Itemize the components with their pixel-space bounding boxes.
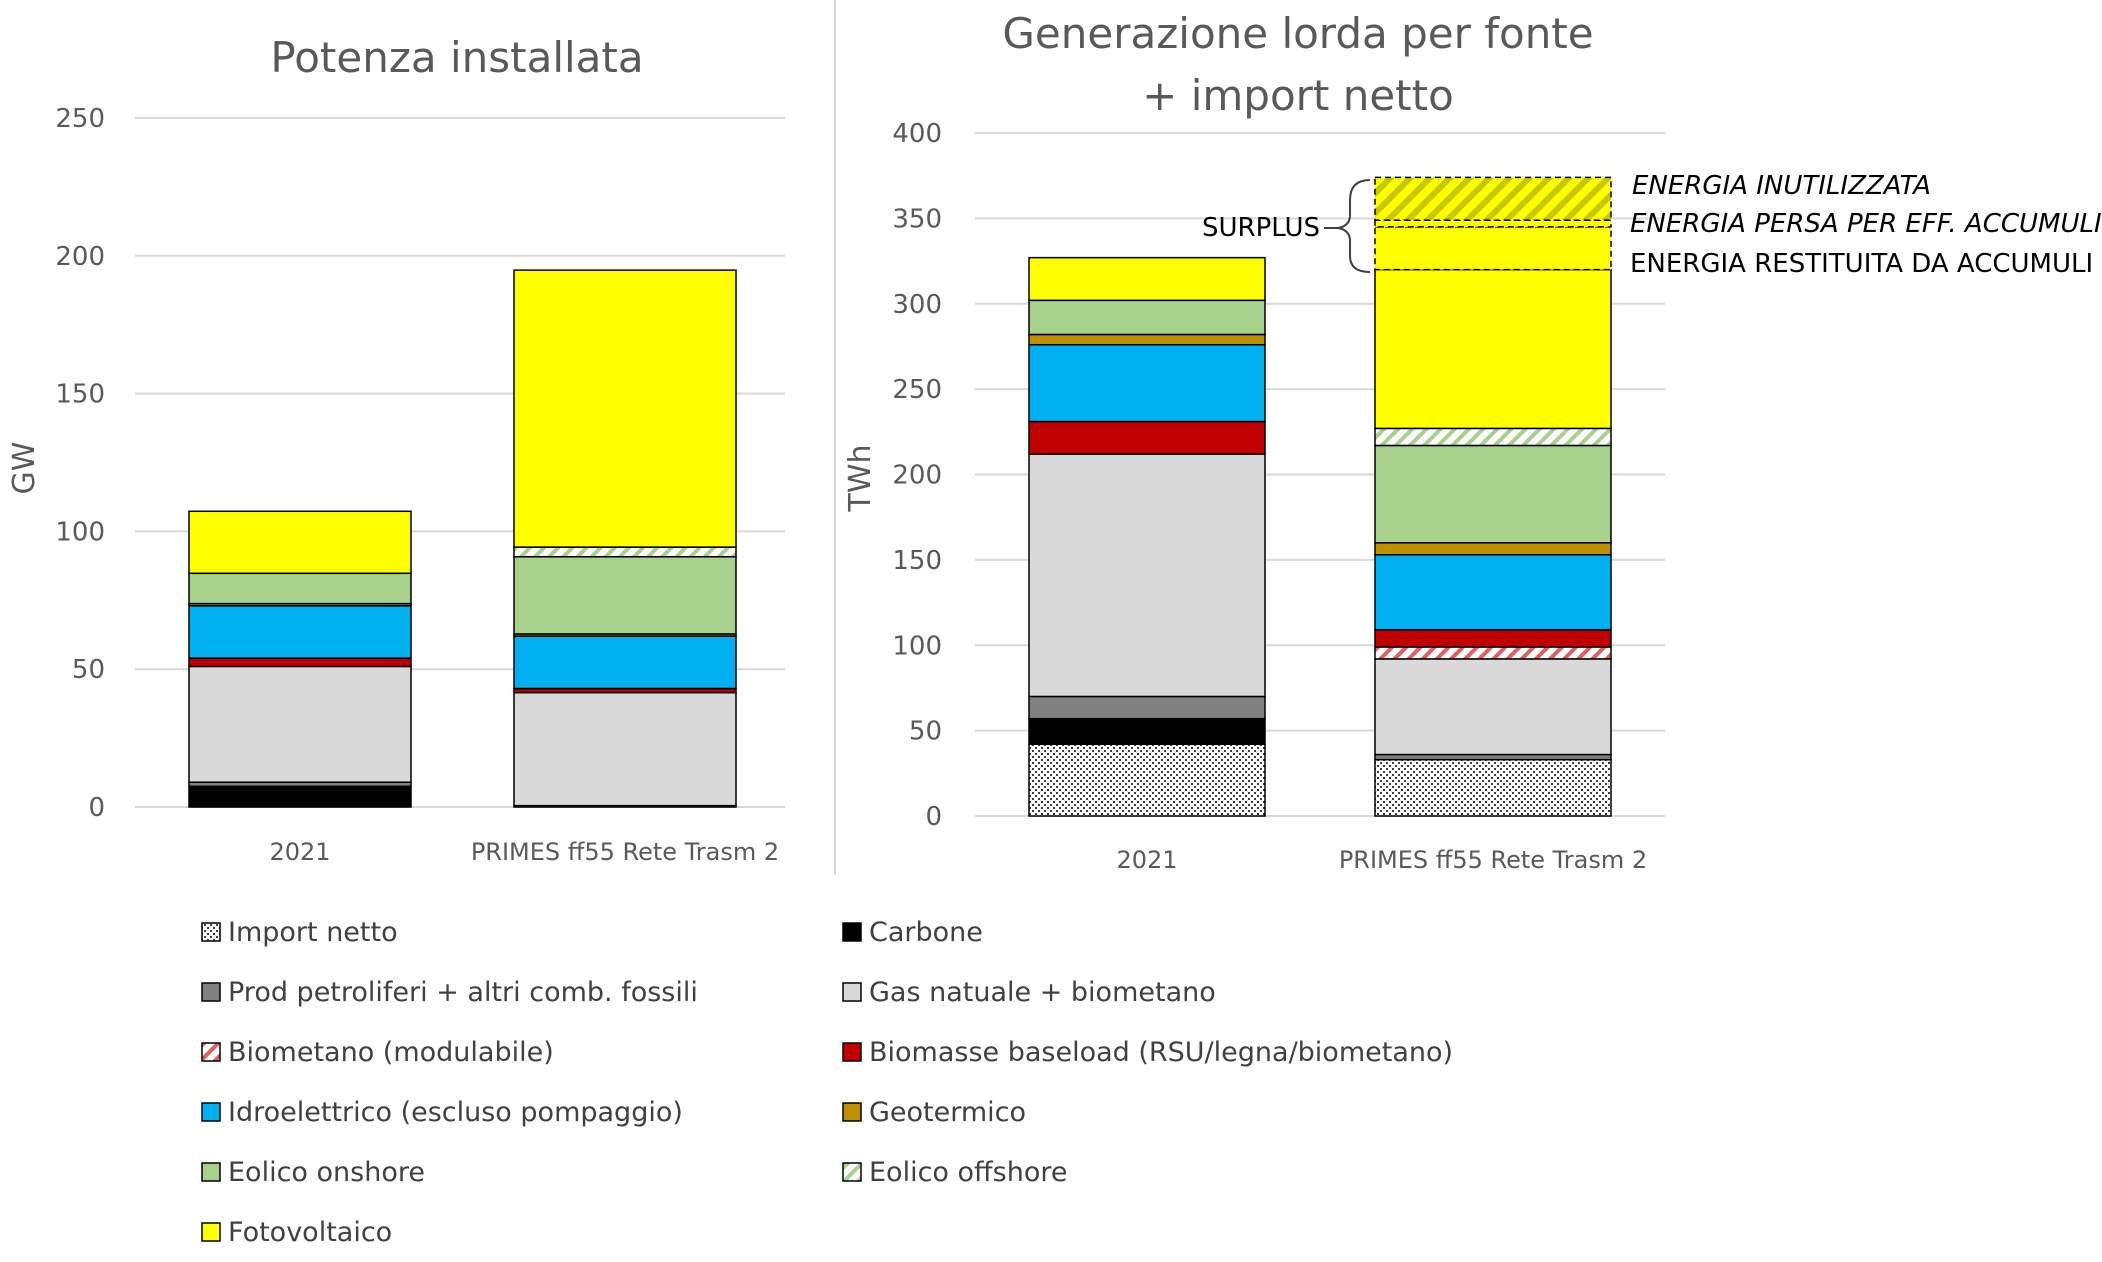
chart2-y-tick-label: 250 <box>892 375 942 405</box>
legend-swatch <box>842 982 862 1002</box>
chart2-y-tick-label: 150 <box>892 546 942 576</box>
chart1-category-label: PRIMES ff55 Rete Trasm 2 <box>471 838 779 866</box>
legend-swatch <box>201 1042 221 1062</box>
chart1-y-tick-label: 200 <box>55 242 105 272</box>
chart1-bar-segment <box>188 605 412 659</box>
legend-label: Import netto <box>228 917 398 948</box>
surplus-block <box>1374 176 1612 271</box>
legend-swatch <box>201 1222 221 1242</box>
chart1-y-tick-label: 50 <box>72 655 105 685</box>
chart2-bar-segment <box>1374 444 1612 544</box>
chart2-category-label: PRIMES ff55 Rete Trasm 2 <box>1339 846 1647 874</box>
chart2-bar-segment <box>1028 695 1266 720</box>
legend-swatch <box>842 1162 862 1182</box>
chart1-y-tick-label: 100 <box>55 517 105 547</box>
chart1-bar-segment <box>513 269 737 548</box>
legend-swatch <box>201 1102 221 1122</box>
legend-label: Eolico offshore <box>869 1157 1067 1188</box>
legend-label: Eolico onshore <box>228 1157 425 1188</box>
surplus-energy-returned: ENERGIA RESTITUITA DA ACCUMULI <box>1630 249 2093 279</box>
chart2-category-label: 2021 <box>1116 846 1177 874</box>
chart2-y-tick-label: 0 <box>925 802 942 832</box>
legend-swatch <box>201 982 221 1002</box>
surplus-segment <box>1374 226 1612 271</box>
chart1-bar-segment <box>513 546 737 558</box>
chart1-bar-segment <box>188 572 412 605</box>
chart2-bar-segment <box>1374 629 1612 648</box>
chart2-bar-segment <box>1374 268 1612 430</box>
legend-swatch <box>201 922 221 942</box>
chart1-category-label: 2021 <box>269 838 330 866</box>
legend-label: Carbone <box>869 917 983 948</box>
chart1-bar-segment <box>188 665 412 783</box>
surplus-energy-lost: ENERGIA PERSA PER EFF. ACCUMULI <box>1630 209 2102 239</box>
legend-label: Biomasse baseload (RSU/legna/biometano) <box>869 1037 1453 1068</box>
chart1-y-tick-label: 250 <box>55 104 105 134</box>
chart2-bar-segment <box>1028 420 1266 455</box>
chart2-y-tick-label: 200 <box>892 461 942 491</box>
chart1-y-tick-label: 150 <box>55 380 105 410</box>
chart1-bars: 2021 PRIMES ff55 Rete Trasm 2 <box>188 269 779 866</box>
legend-label: Geotermico <box>869 1097 1026 1128</box>
legend-swatch <box>842 1102 862 1122</box>
chart2-bar-segment <box>1028 453 1266 698</box>
chart2-bar-segment <box>1028 743 1266 817</box>
chart2-bar-segment <box>1028 343 1266 423</box>
chart1-bar-segment <box>188 510 412 575</box>
chart2-bar-segment <box>1374 427 1612 447</box>
chart2-y-tick-label: 400 <box>892 119 942 149</box>
surplus-energy-unused: ENERGIA INUTILIZZATA <box>1632 171 1931 201</box>
legend-label: Gas natuale + biometano <box>869 977 1216 1008</box>
surplus-brace <box>1337 179 1371 273</box>
chart2-bar-segment <box>1374 753 1612 761</box>
chart2-bars: 2021 PRIMES ff55 Rete Trasm 2 <box>1028 256 1647 874</box>
chart2-bar-segment <box>1374 554 1612 631</box>
chart1-ylabel: GW <box>7 442 42 495</box>
chart-gross-generation: Generazione lorda per fonte + import net… <box>843 9 2102 874</box>
chart2-bar-segment <box>1028 717 1266 746</box>
surplus-segment <box>1374 219 1612 228</box>
chart1-bar-segment <box>513 691 737 807</box>
chart1-bar-segment <box>513 635 737 690</box>
chart1-y-tick-label: 0 <box>88 793 105 823</box>
legend-swatch <box>842 922 862 942</box>
legend-label: Fotovoltaico <box>228 1217 392 1248</box>
surplus-label: SURPLUS <box>1202 213 1320 243</box>
legend-swatch <box>201 1162 221 1182</box>
chart2-y-tick-label: 50 <box>909 717 942 747</box>
legend-label: Idroelettrico (escluso pompaggio) <box>228 1097 683 1128</box>
chart1-title: Potenza installata <box>270 33 643 82</box>
chart2-title-line2: + import netto <box>1142 71 1454 120</box>
chart1-bar-segment <box>513 556 737 635</box>
chart1-bar-segment <box>188 785 412 808</box>
chart2-y-tick-label: 300 <box>892 290 942 320</box>
chart2-y-tick-label: 350 <box>892 204 942 234</box>
chart2-bar-segment <box>1374 542 1612 556</box>
chart2-bar-segment <box>1374 646 1612 660</box>
chart2-bar-segment <box>1028 256 1266 302</box>
surplus-segment <box>1374 176 1612 221</box>
chart2-y-tick-label: 100 <box>892 631 942 661</box>
chart2-ylabel: TWh <box>843 444 878 512</box>
legend-label: Prod petroliferi + altri comb. fossili <box>228 977 698 1008</box>
legend: Import netto Carbone Prod petroliferi + al… <box>201 917 1453 1248</box>
legend-swatch <box>842 1042 862 1062</box>
chart2-bar-segment <box>1028 299 1266 336</box>
chart2-bar-segment <box>1374 758 1612 817</box>
chart2-bar-segment <box>1374 658 1612 756</box>
chart1-bar-segment <box>188 657 412 668</box>
chart-installed-power: Potenza installata GW 0 50 100 150 200 250 20… <box>7 33 785 866</box>
chart2-title-line1: Generazione lorda per fonte <box>1002 9 1593 58</box>
legend-label: Biometano (modulabile) <box>228 1037 554 1068</box>
chart2-bar-segment <box>1028 333 1266 346</box>
